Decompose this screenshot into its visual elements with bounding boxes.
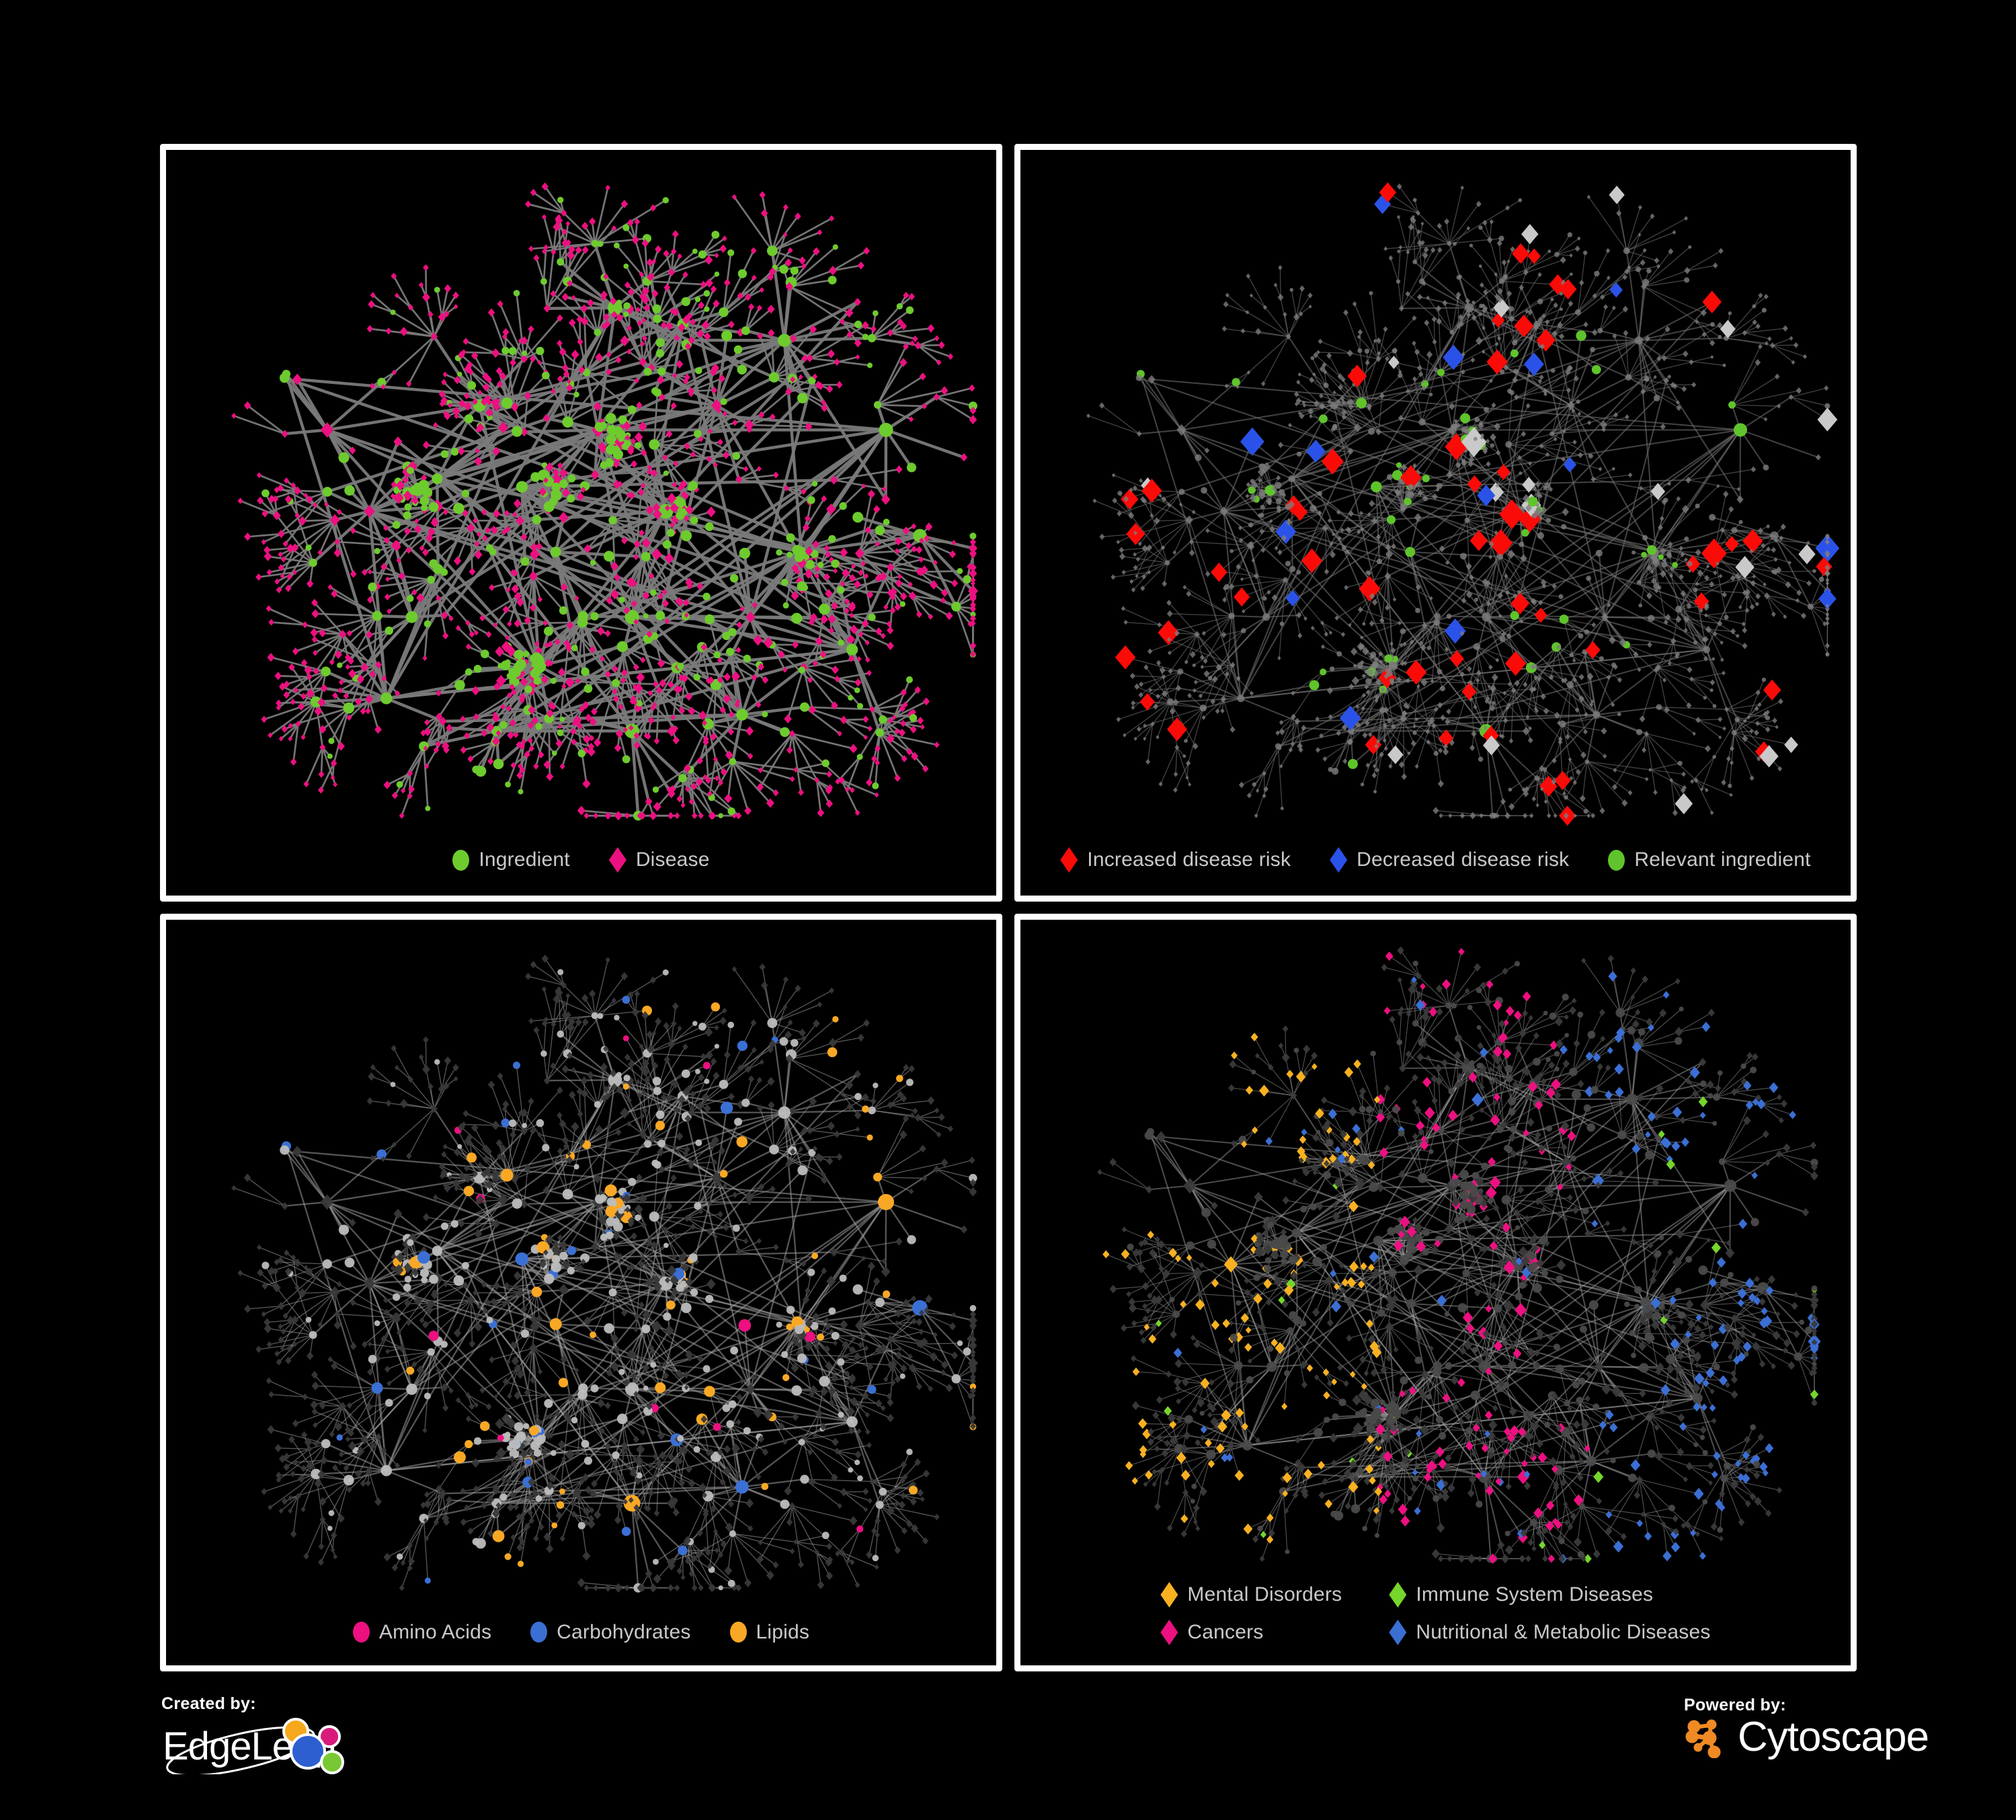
ingredient-disease-network-canvas[interactable]: [166, 150, 996, 840]
ingredient-disease-network-legend: Ingredient Disease: [166, 840, 996, 896]
legend-label: Decreased disease risk: [1357, 848, 1570, 871]
green-diamond-icon: [1389, 1582, 1407, 1608]
disease-risk-network-panel[interactable]: Increased disease risk Decreased disease …: [1014, 144, 1857, 902]
panel-grid: Ingredient Disease Increased disease risk D…: [160, 144, 1857, 1671]
figure-footer: Created by: EdgeLeap Powered by:: [0, 1681, 2016, 1815]
created-by-caption: Created by:: [161, 1694, 256, 1713]
legend-item: Ingredient: [452, 848, 570, 871]
created-by-branding: Created by: EdgeLeap: [161, 1694, 356, 1774]
disease-class-network-canvas[interactable]: [1020, 920, 1851, 1578]
green-circle-icon: [1608, 849, 1625, 871]
legend-item: Carbohydrates: [530, 1622, 690, 1643]
edgeleap-node-logo: EdgeLeap: [163, 1718, 344, 1774]
disease-class-network-graph: [1097, 946, 1821, 1565]
legend-label: Amino Acids: [378, 1620, 492, 1643]
legend-item: Mental Disorders: [1160, 1582, 1342, 1608]
legend-label: Immune System Diseases: [1416, 1583, 1654, 1606]
disease-risk-network-legend: Increased disease risk Decreased disease …: [1020, 840, 1851, 896]
pink-diamond-icon: [1160, 1620, 1178, 1645]
ingredient-class-network-legend: Amino Acids Carbohydrates Lipids: [166, 1615, 996, 1665]
legend-item: Amino Acids: [352, 1620, 492, 1643]
legend-item: Cancers: [1160, 1620, 1263, 1645]
pink-circle-icon: [352, 1622, 370, 1643]
legend-label: Disease: [635, 848, 710, 871]
ingredient-class-network-graph: [231, 954, 978, 1593]
disease-class-network-legend: Mental Disorders Immune System Diseases Ca…: [1020, 1578, 1851, 1665]
ingredient-disease-network-graph: [231, 182, 978, 821]
legend-item: Relevant ingredient: [1608, 848, 1811, 871]
legend-item: Increased disease risk: [1060, 847, 1291, 873]
blue-circle-icon: [530, 1622, 548, 1643]
legend-label: Relevant ingredient: [1634, 848, 1811, 871]
disease-class-network-panel[interactable]: Mental Disorders Immune System Diseases Ca…: [1014, 914, 1857, 1671]
legend-label: Mental Disorders: [1187, 1583, 1342, 1606]
ingredient-class-network-panel[interactable]: Amino Acids Carbohydrates Lipids: [160, 914, 1002, 1671]
blue-diamond-icon: [1389, 1620, 1407, 1645]
legend-label: Cancers: [1187, 1621, 1264, 1643]
ingredient-class-network-canvas[interactable]: [166, 920, 996, 1615]
legend-item: Nutritional & Metabolic Diseases: [1389, 1620, 1710, 1645]
legend-label: Ingredient: [479, 848, 570, 871]
blue-diamond-icon: [1330, 847, 1348, 873]
cytoscape-node-logo: [1685, 1719, 1721, 1758]
orange-circle-icon: [729, 1622, 747, 1643]
orange-diamond-icon: [1160, 1582, 1178, 1608]
red-diamond-icon: [1060, 847, 1078, 873]
legend-item: Lipids: [729, 1620, 810, 1643]
legend-label: Increased disease risk: [1087, 848, 1291, 871]
green-circle-icon: [452, 849, 470, 871]
pink-diamond-icon: [608, 847, 627, 873]
legend-item: Immune System Diseases: [1389, 1582, 1653, 1608]
powered-by-caption: Powered by:: [1684, 1696, 1786, 1714]
powered-by-branding: Powered by: Cytoscape: [1684, 1696, 1929, 1758]
legend-item: Disease: [608, 847, 710, 873]
disease-risk-network-canvas[interactable]: [1020, 150, 1851, 840]
disease-risk-network-graph: [1086, 182, 1840, 826]
legend-label: Nutritional & Metabolic Diseases: [1416, 1621, 1711, 1643]
ingredient-disease-network-panel[interactable]: Ingredient Disease: [160, 144, 1002, 902]
legend-item: Decreased disease risk: [1330, 847, 1569, 873]
cytoscape-wordmark: Cytoscape: [1738, 1714, 1929, 1760]
legend-label: Lipids: [756, 1620, 810, 1643]
legend-label: Carbohydrates: [557, 1620, 691, 1643]
